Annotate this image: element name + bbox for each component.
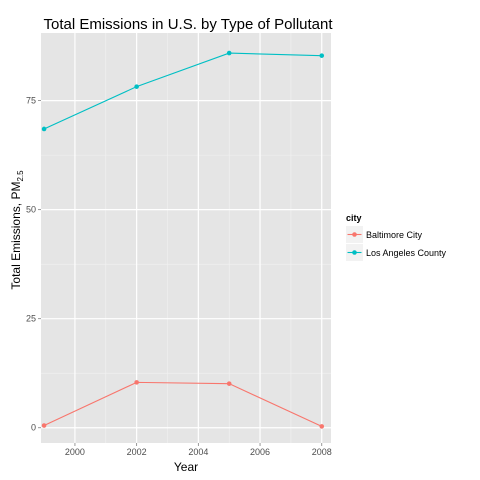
x-tick-label: 2008 — [312, 447, 332, 457]
data-point-los-angeles-county — [134, 84, 139, 89]
series-lines — [43, 52, 322, 427]
y-axis-ticks: 0 25 50 75 — [26, 96, 41, 433]
y-tick-label: 25 — [26, 314, 36, 324]
legend: city Baltimore City Los Angeles County — [346, 213, 447, 261]
legend-title: city — [346, 213, 362, 223]
series-line-baltimore-city — [43, 381, 322, 427]
data-point-baltimore-city — [226, 381, 232, 386]
series-line-los-angeles-county — [43, 52, 322, 130]
data-point-los-angeles-county — [319, 53, 325, 58]
x-tick-label: 2004 — [188, 447, 208, 457]
y-axis-title-main: Total Emissions, PM — [9, 182, 23, 290]
y-axis-title-subscript: 2.5 — [16, 170, 25, 182]
x-tick-label: 2000 — [65, 447, 85, 457]
y-tick-label: 75 — [26, 96, 36, 106]
legend-key-point — [352, 232, 357, 237]
data-point-baltimore-city — [134, 380, 139, 385]
plot-panel — [41, 33, 331, 443]
major-gridlines — [41, 33, 331, 443]
minor-gridlines — [41, 33, 331, 443]
data-point-los-angeles-county — [226, 50, 232, 56]
y-tick-label: 50 — [26, 205, 36, 215]
legend-key-point — [352, 250, 357, 255]
y-axis-title: Total Emissions, PM2.5 — [9, 170, 25, 290]
data-point-los-angeles-county — [41, 126, 47, 132]
x-axis-title: Year — [174, 460, 198, 474]
x-tick-label: 2002 — [127, 447, 147, 457]
legend-label: Baltimore City — [366, 230, 423, 240]
legend-item-los-angeles-county: Los Angeles County — [346, 244, 447, 261]
data-point-baltimore-city — [41, 423, 47, 428]
y-tick-label: 0 — [31, 423, 36, 433]
series-points — [41, 50, 325, 429]
legend-item-baltimore-city: Baltimore City — [346, 226, 423, 243]
chart-title: Total Emissions in U.S. by Type of Pollu… — [43, 16, 333, 33]
x-tick-label: 2006 — [250, 447, 270, 457]
data-point-baltimore-city — [319, 424, 325, 429]
x-axis-ticks: 2000 2002 2004 2006 2008 — [65, 443, 332, 457]
legend-label: Los Angeles County — [366, 248, 447, 258]
